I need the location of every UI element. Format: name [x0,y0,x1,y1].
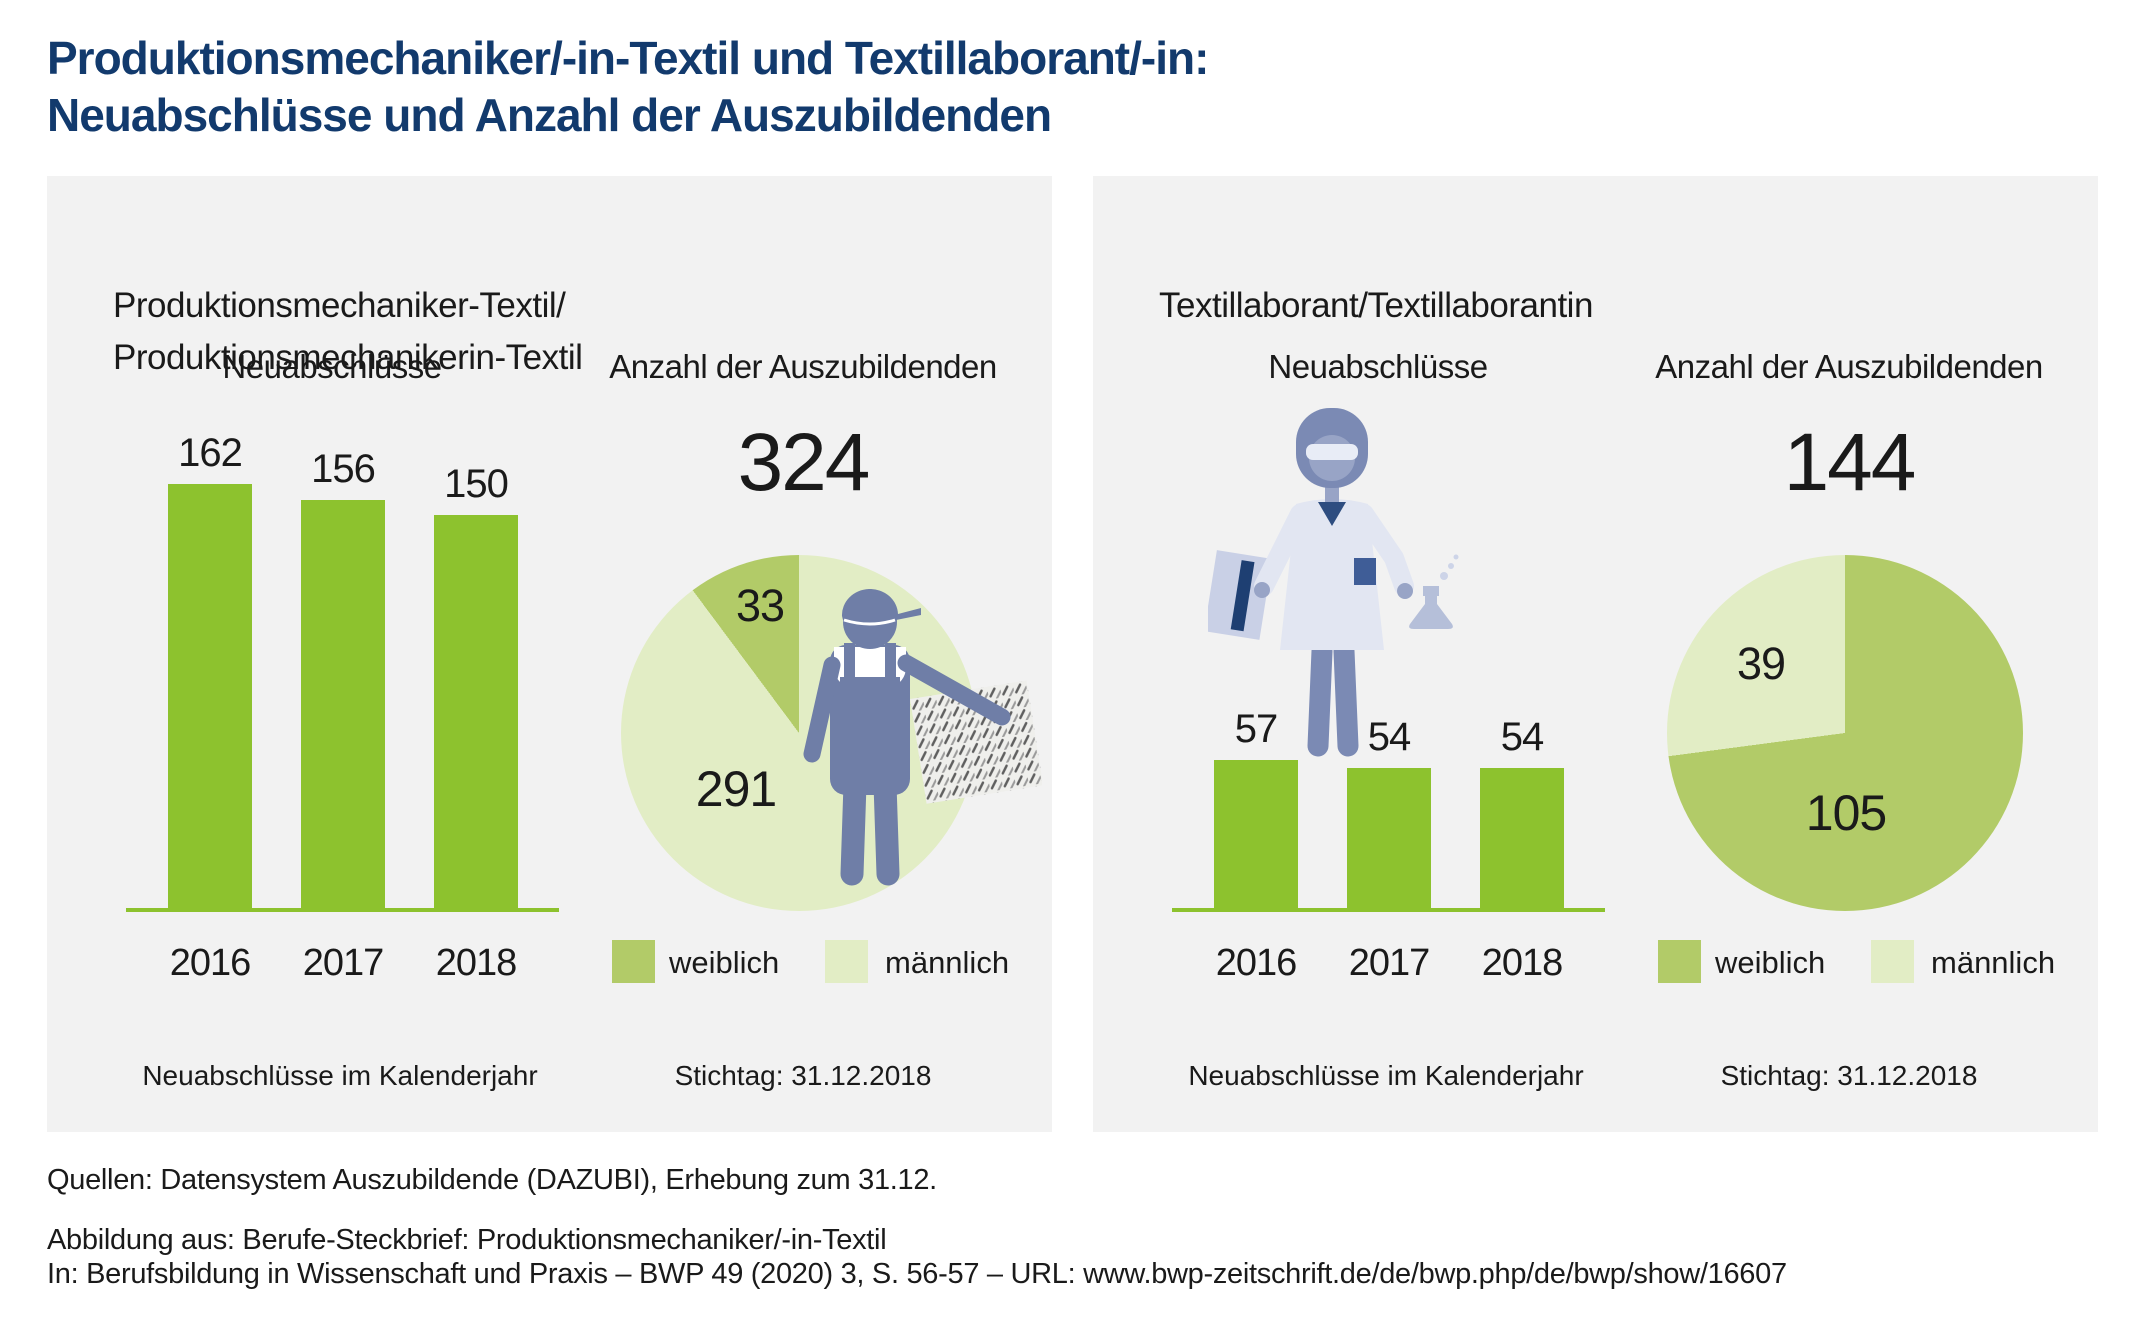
sources-text: Quellen: Datensystem Auszubildende (DAZU… [47,1164,937,1196]
pie-label-weiblich: 105 [1805,785,1887,841]
legend-label-weiblich: weiblich [1715,945,1826,980]
year-label: 2018 [435,942,518,984]
pie-label-maennlich: 39 [1736,638,1786,689]
legend-swatch-maennlich [1871,940,1914,983]
year-label: 2017 [1348,942,1431,984]
total-trainees-number: 324 [737,417,871,508]
pie-chart-caption: Stichtag: 31.12.2018 [674,1060,932,1091]
bar-group-2016: 57 [1214,420,1298,910]
bar-chart: 162 156 150 [168,420,518,910]
year-label: 2016 [1215,942,1298,984]
bar-group-2017: 54 [1347,420,1431,910]
year-label: 2018 [1481,942,1564,984]
bar-2018 [1480,768,1564,910]
pie-chart [1667,555,2023,911]
page-title: Produktionsmechaniker/-in-Textil und Tex… [47,30,1209,144]
bar-value-label: 162 [178,431,243,475]
bar-value-label: 156 [311,447,376,491]
year-label: 2017 [302,942,385,984]
x-axis-line [1172,908,1605,912]
pie-section-header: Anzahl der Auszubildenden [1655,348,2043,385]
page-title-line1: Produktionsmechaniker/-in-Textil und Tex… [47,32,1209,84]
panel-produktionsmechaniker: Produktionsmechaniker-Textil/ Produktion… [47,176,1052,1132]
bar-chart: 57 54 54 [1214,420,1564,910]
pie-label-weiblich: 33 [735,580,785,631]
bar-chart-caption: Neuabschlüsse im Kalenderjahr [142,1060,538,1091]
bar-chart-caption: Neuabschlüsse im Kalenderjahr [1188,1060,1584,1091]
pie-label-maennlich: 291 [695,761,777,817]
bar-2016 [1214,760,1298,910]
attribution-line2: In: Berufsbildung in Wissenschaft und Pr… [47,1258,1787,1290]
legend-swatch-weiblich [612,940,655,983]
bar-section-header: Neuabschlüsse [1268,348,1488,385]
bar-group-2018: 54 [1480,420,1564,910]
lab-technician-icon [1208,408,1459,757]
legend-swatch-maennlich [825,940,868,983]
panel-title: Textillaborant/Textillaborantin [1159,280,1593,332]
bar-2017 [1347,768,1431,910]
bar-2018 [434,515,518,910]
bar-value-label: 150 [444,462,509,506]
textile-worker-icon [803,589,1042,886]
total-trainees-number: 144 [1783,417,1917,508]
bar-group-2016: 162 [168,420,252,910]
legend-label-weiblich: weiblich [669,945,780,980]
panel-title-line1: Textillaborant/Textillaborantin [1159,286,1593,325]
legend-swatch-weiblich [1658,940,1701,983]
bar-2017 [301,500,385,910]
page-title-line2: Neuabschlüsse und Anzahl der Auszubilden… [47,89,1052,141]
x-axis-tick-labels: 2016 2017 2018 [168,942,518,985]
bar-section-header: Neuabschlüsse [222,348,442,385]
attribution-line1: Abbildung aus: Berufe-Steckbrief: Produk… [47,1224,887,1256]
bar-value-label: 54 [1367,715,1411,759]
panel-title: Produktionsmechaniker-Textil/ Produktion… [113,280,583,384]
bar-2016 [168,484,252,910]
legend-label-maennlich: männlich [1931,945,2056,980]
panel-title-line2: Produktionsmechanikerin-Textil [113,338,583,377]
legend-label-maennlich: männlich [885,945,1010,980]
bar-value-label: 57 [1234,707,1278,751]
panel-textillaborant: Textillaborant/Textillaborantin Neuabsch… [1093,176,2098,1132]
x-axis-line [126,908,559,912]
bar-group-2017: 156 [301,420,385,910]
pie-chart-caption: Stichtag: 31.12.2018 [1720,1060,1978,1091]
x-axis-tick-labels: 2016 2017 2018 [1214,942,1564,985]
bar-group-2018: 150 [434,420,518,910]
bar-value-label: 54 [1500,715,1544,759]
pie-section-header: Anzahl der Auszubildenden [609,348,997,385]
panel-title-line1: Produktionsmechaniker-Textil/ [113,286,566,325]
year-label: 2016 [169,942,252,984]
